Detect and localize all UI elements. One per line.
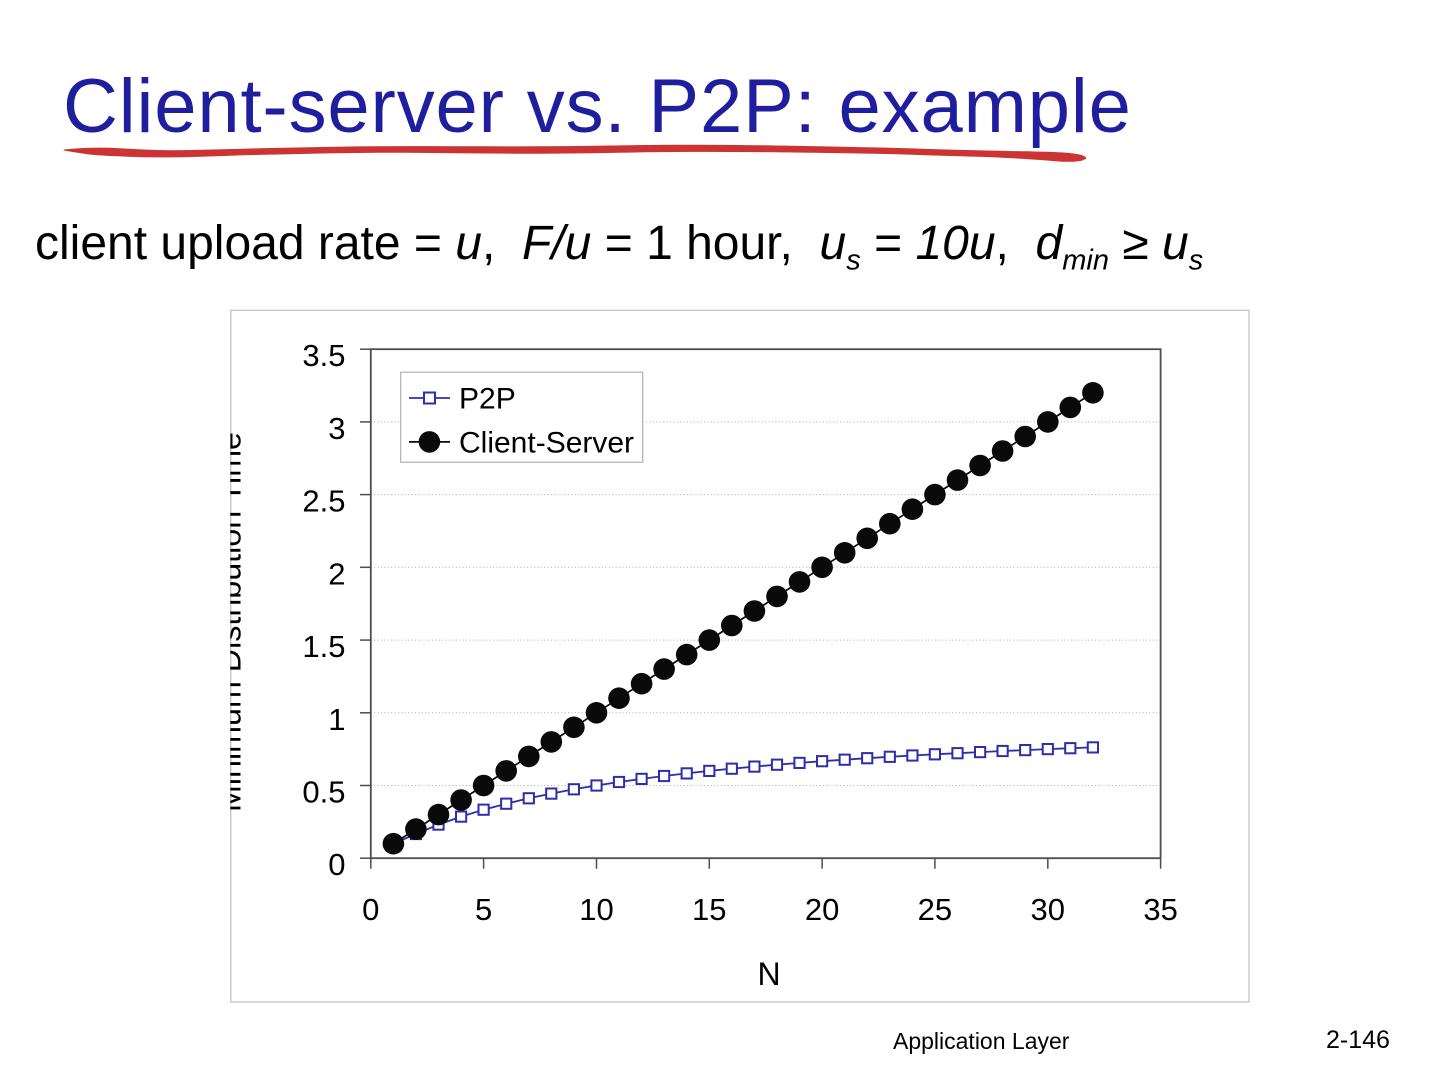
svg-text:0: 0: [362, 892, 379, 927]
svg-text:5: 5: [475, 892, 492, 927]
svg-text:2.5: 2.5: [302, 484, 345, 519]
svg-text:1.5: 1.5: [302, 629, 345, 664]
svg-text:3: 3: [328, 411, 345, 446]
svg-text:35: 35: [1143, 892, 1177, 927]
svg-text:20: 20: [805, 892, 839, 927]
svg-text:0: 0: [328, 847, 345, 882]
svg-text:30: 30: [1031, 892, 1065, 927]
svg-text:10: 10: [579, 892, 613, 927]
svg-text:15: 15: [692, 892, 726, 927]
svg-text:25: 25: [918, 892, 952, 927]
svg-text:3.5: 3.5: [302, 338, 345, 373]
svg-text:P2P: P2P: [459, 383, 516, 416]
svg-text:N: N: [757, 956, 780, 992]
svg-text:Client-Server: Client-Server: [459, 427, 634, 460]
svg-text:1: 1: [328, 702, 345, 737]
svg-text:0.5: 0.5: [302, 775, 345, 810]
svg-text:2: 2: [328, 556, 345, 591]
svg-text:Minimum Distribution Time: Minimum Distribution Time: [212, 432, 248, 812]
